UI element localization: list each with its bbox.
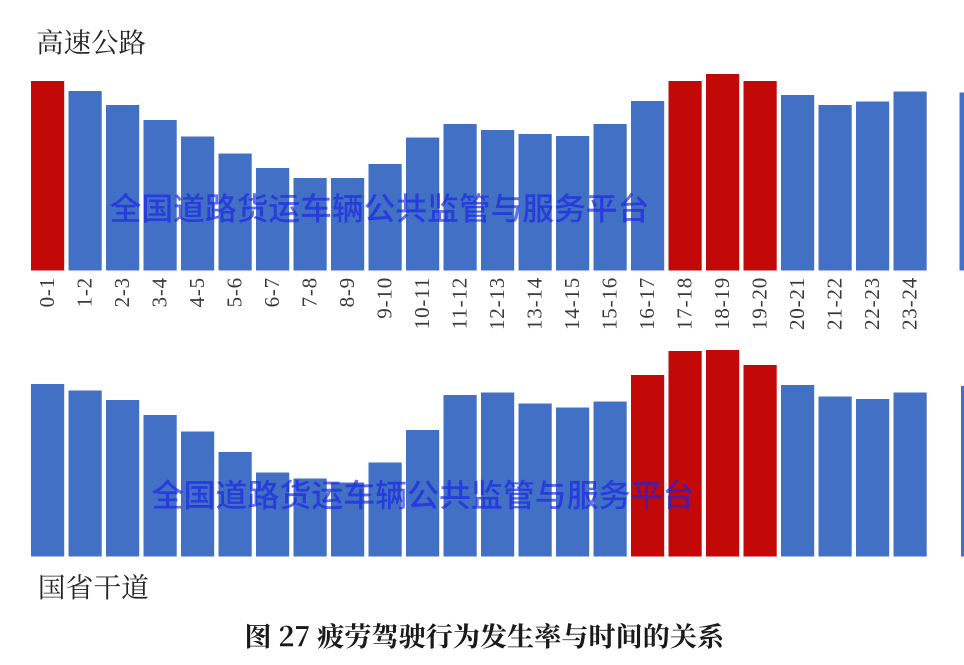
svg-text:0-1: 0-1 (35, 277, 59, 307)
svg-text:4-5: 4-5 (185, 277, 209, 307)
svg-text:15-16: 15-16 (598, 277, 622, 330)
svg-text:17-18: 17-18 (673, 277, 697, 330)
svg-text:3-4: 3-4 (148, 277, 172, 307)
svg-text:11-12: 11-12 (448, 277, 472, 329)
svg-text:12-13: 12-13 (485, 277, 509, 330)
svg-text:16-17: 16-17 (635, 277, 659, 330)
svg-text:5-6: 5-6 (223, 277, 247, 307)
svg-text:13-14: 13-14 (523, 277, 547, 330)
svg-text:19-20: 19-20 (748, 277, 772, 330)
svg-text:6-7: 6-7 (260, 277, 284, 307)
svg-text:22-23: 22-23 (860, 277, 884, 330)
svg-text:18-19: 18-19 (710, 277, 734, 330)
svg-text:10-11: 10-11 (410, 277, 434, 329)
svg-text:14-15: 14-15 (560, 277, 584, 330)
svg-text:8-9: 8-9 (335, 277, 359, 307)
svg-text:23-24: 23-24 (898, 277, 922, 330)
svg-text:21-22: 21-22 (823, 277, 847, 330)
svg-text:9-10: 9-10 (373, 277, 397, 319)
svg-text:2-3: 2-3 (110, 277, 134, 307)
svg-text:20-21: 20-21 (785, 277, 809, 330)
svg-text:1-2: 1-2 (73, 277, 97, 307)
svg-text:7-8: 7-8 (298, 277, 322, 307)
